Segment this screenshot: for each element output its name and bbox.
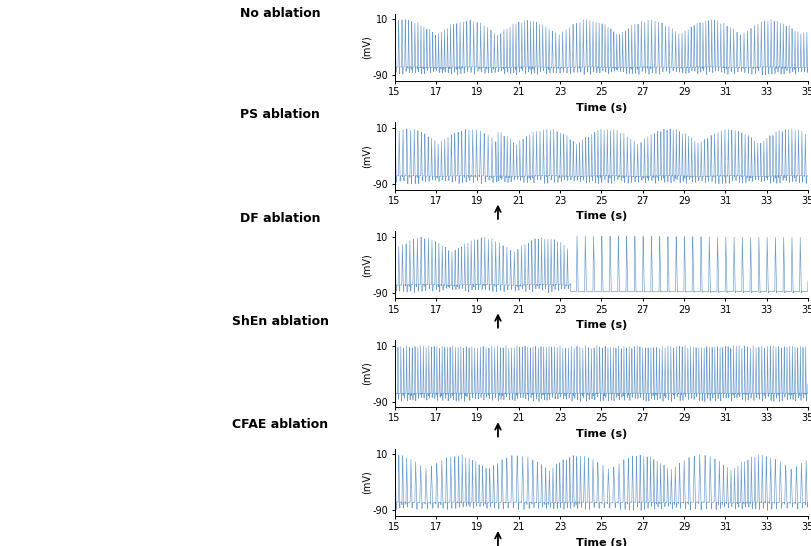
X-axis label: Time (s): Time (s) bbox=[575, 320, 626, 330]
X-axis label: Time (s): Time (s) bbox=[575, 103, 626, 112]
Text: PS ablation: PS ablation bbox=[240, 108, 320, 121]
Y-axis label: (mV): (mV) bbox=[361, 35, 371, 59]
X-axis label: Time (s): Time (s) bbox=[575, 429, 626, 439]
Y-axis label: (mV): (mV) bbox=[361, 362, 371, 385]
X-axis label: Time (s): Time (s) bbox=[575, 211, 626, 221]
X-axis label: Time (s): Time (s) bbox=[575, 538, 626, 546]
Text: CFAE ablation: CFAE ablation bbox=[232, 418, 328, 431]
Y-axis label: (mV): (mV) bbox=[361, 253, 371, 277]
Text: ShEn ablation: ShEn ablation bbox=[231, 314, 328, 328]
Text: No ablation: No ablation bbox=[239, 7, 320, 20]
Y-axis label: (mV): (mV) bbox=[361, 144, 371, 168]
Text: DF ablation: DF ablation bbox=[239, 212, 320, 225]
Y-axis label: (mV): (mV) bbox=[361, 471, 371, 494]
